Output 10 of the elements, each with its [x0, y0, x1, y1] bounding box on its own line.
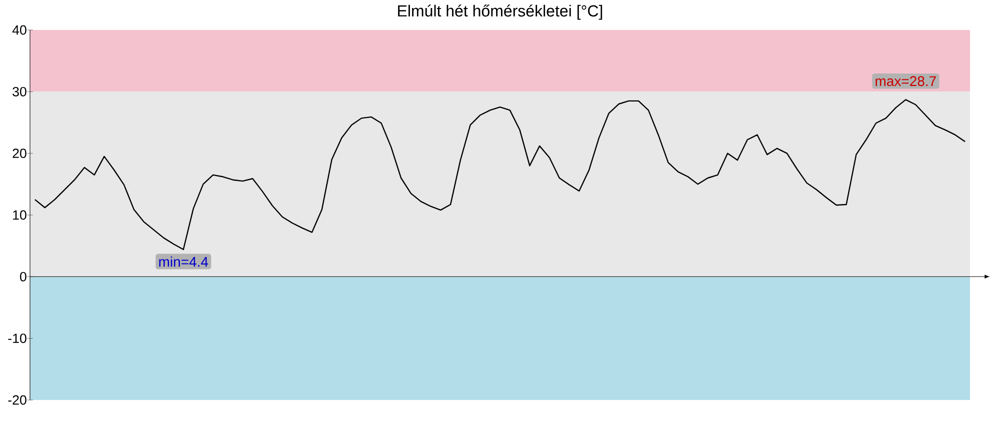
- y-tick-label: 10: [13, 210, 26, 220]
- y-tick-label: -10: [8, 334, 26, 344]
- y-tick-label: 0: [20, 272, 26, 282]
- chart-title: Elmúlt hét hőmérsékletei [°C]: [398, 4, 602, 20]
- y-tick-label: 20: [12, 148, 26, 158]
- y-tick-label: 40: [12, 25, 26, 35]
- annotation: max=28.7: [876, 76, 936, 86]
- y-tick-label: -20: [8, 395, 26, 405]
- y-tick-label: 30: [12, 86, 26, 96]
- annotation: min=4.4: [159, 256, 208, 267]
